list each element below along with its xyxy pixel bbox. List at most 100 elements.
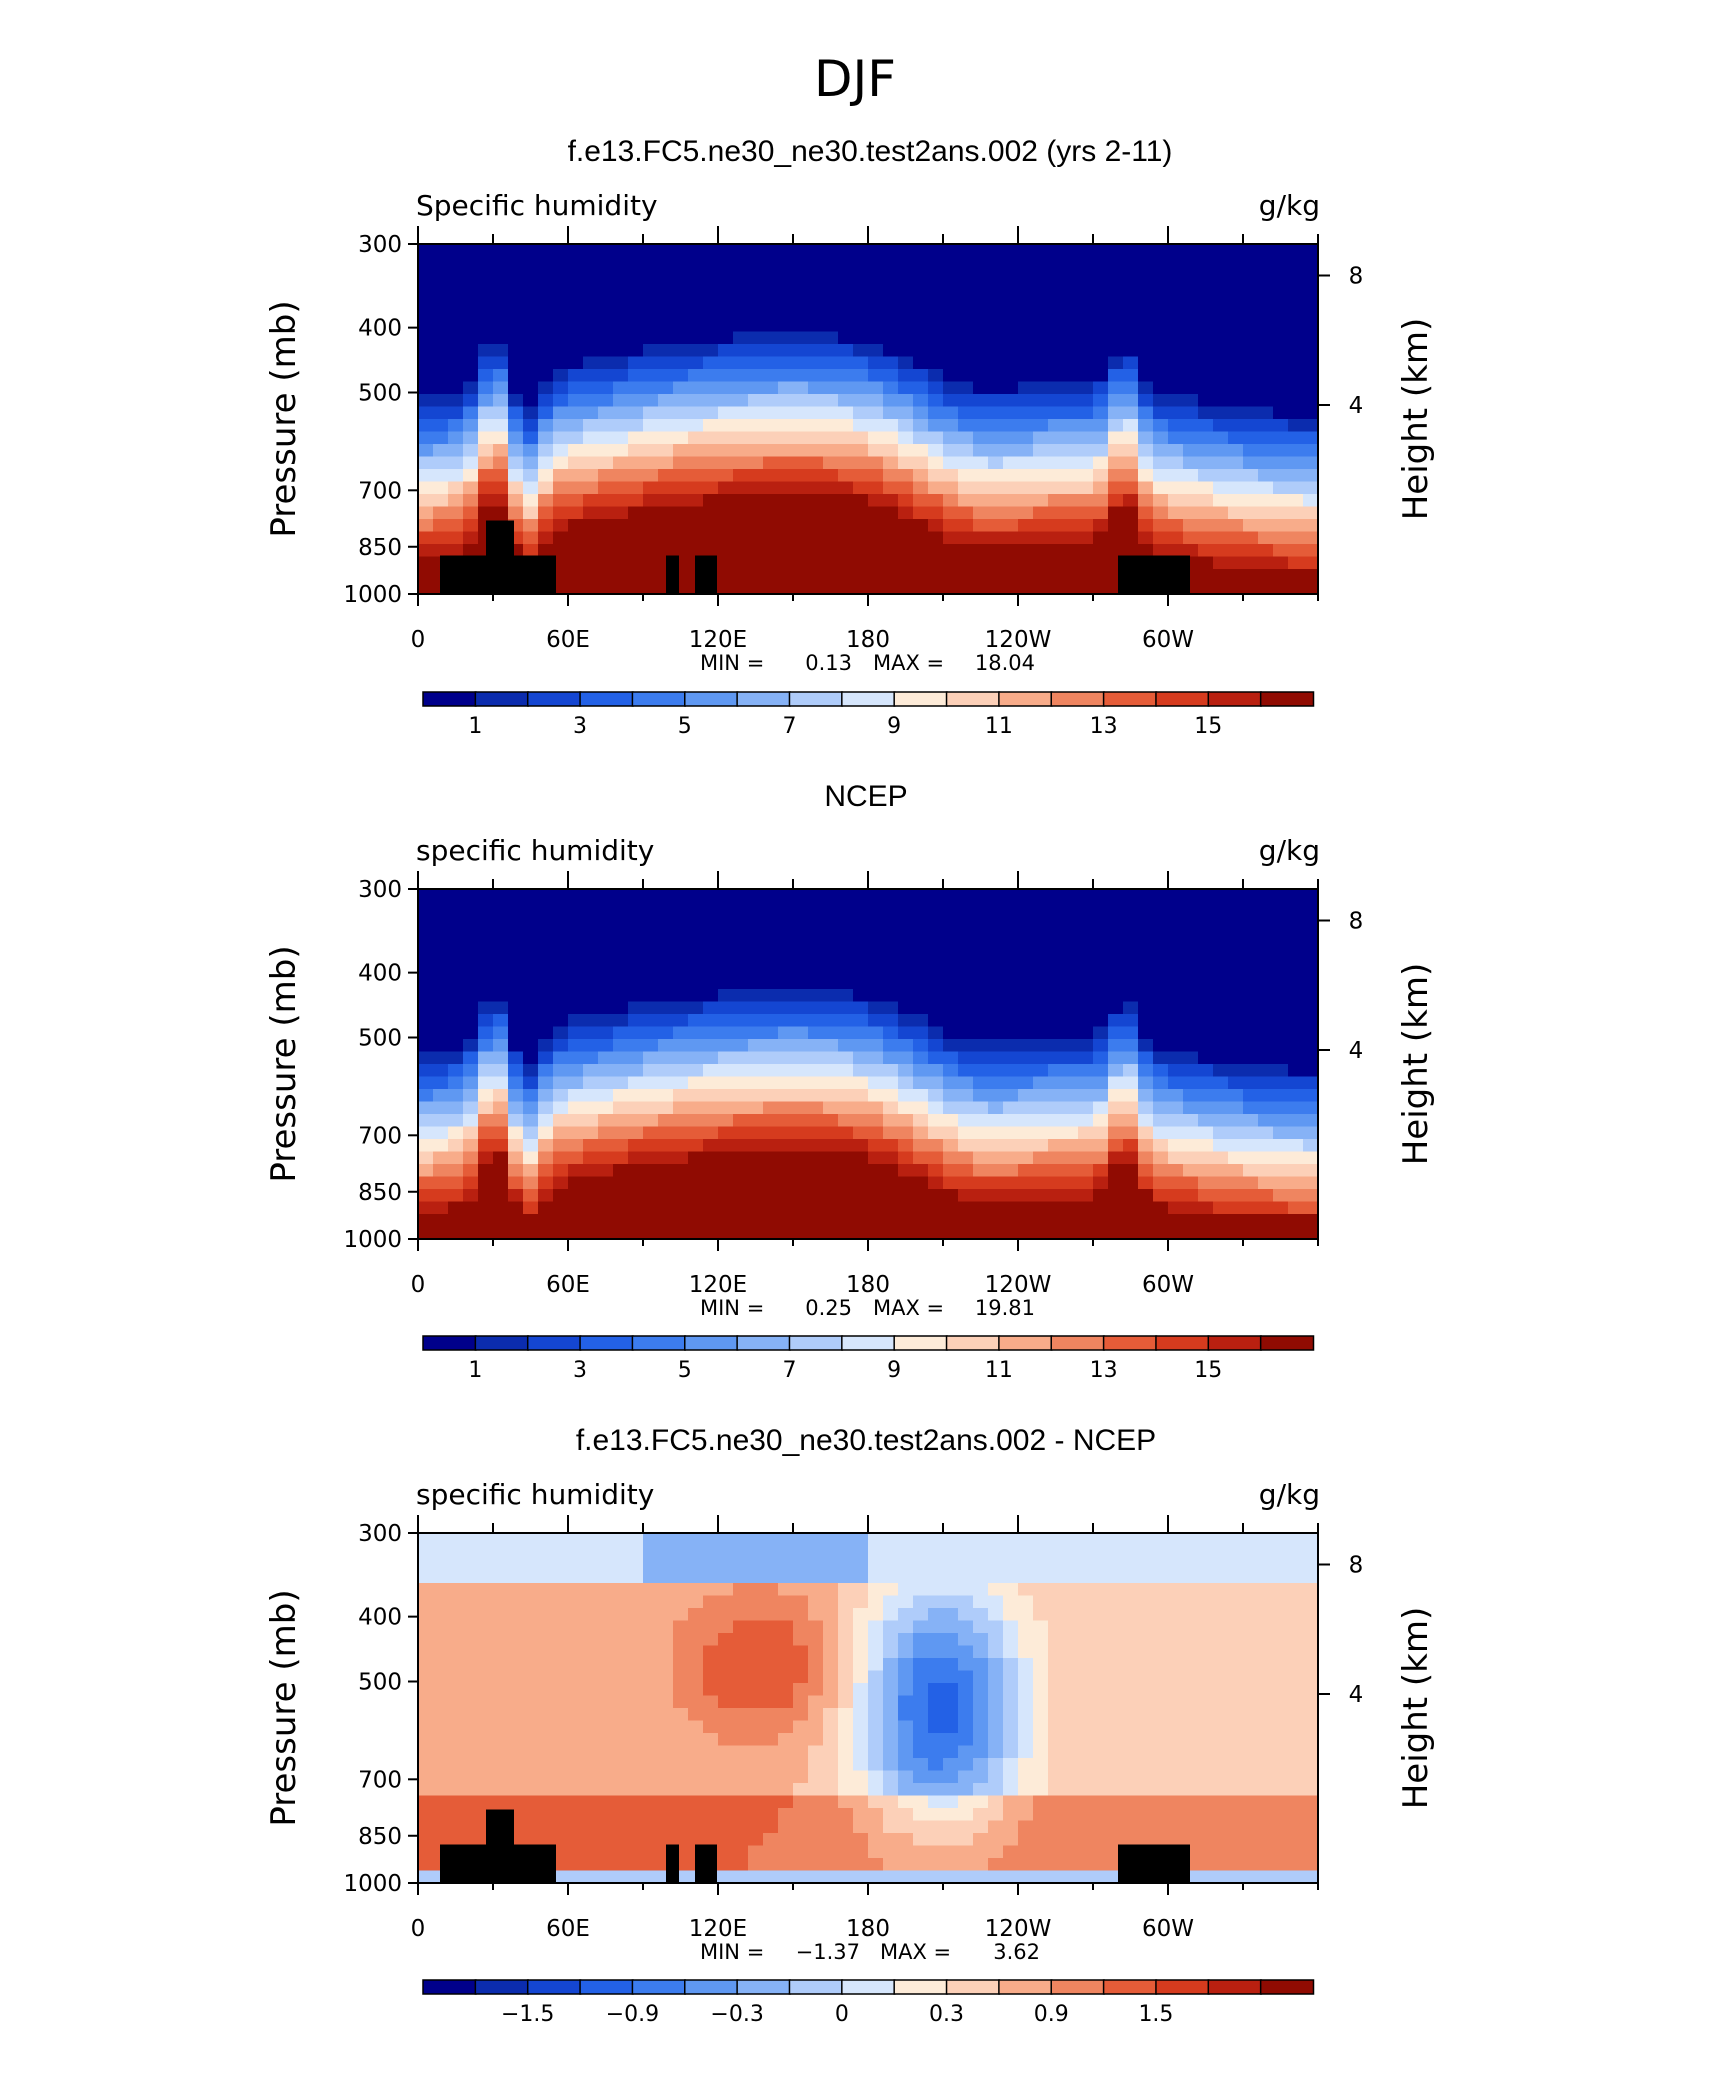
field-cell [808,406,824,420]
field-cell [763,1558,779,1572]
field-cell [643,1770,659,1784]
field-cell [913,531,929,545]
field-cell [1063,1783,1079,1797]
field-cell [748,1214,764,1228]
field-cell [1018,1683,1034,1697]
field-cell [1153,244,1169,258]
field-cell [1288,519,1304,533]
field-cell [688,1745,704,1759]
field-cell [688,281,704,295]
field-cell [973,294,989,308]
field-cell [1198,294,1214,308]
field-cell [838,569,854,583]
field-cell [703,1101,719,1115]
field-cell [1228,456,1244,470]
field-cell [1018,1545,1034,1559]
field-cell [748,1608,764,1622]
field-cell [1198,939,1214,953]
field-cell [628,1833,644,1847]
field-cell [553,1001,569,1015]
field-cell [463,976,479,990]
field-cell [673,306,689,320]
field-cell [448,356,464,370]
field-cell [913,1745,929,1759]
y-tick-label: 400 [358,316,402,342]
field-cell [928,244,944,258]
field-cell [718,331,734,345]
field-cell [688,1633,704,1647]
field-cell [538,331,554,345]
field-cell [823,1089,839,1103]
field-cell [763,1014,779,1028]
field-cell [883,1201,899,1215]
field-cell [958,394,974,408]
field-cell [1048,1001,1064,1015]
field-cell [523,269,539,283]
field-cell [763,1645,779,1659]
field-cell [733,1833,749,1847]
field-cell [493,1064,509,1078]
field-cell [658,1795,674,1809]
field-cell [493,1758,509,1772]
field-cell [598,294,614,308]
field-cell [733,519,749,533]
field-cell [628,1533,644,1547]
field-cell [928,519,944,533]
field-cell [1183,344,1199,358]
field-cell [1063,431,1079,445]
field-cell [1003,1695,1019,1709]
field-cell [853,926,869,940]
field-cell [808,1633,824,1647]
field-cell [703,1126,719,1140]
field-cell [418,1583,434,1597]
field-cell [868,889,884,903]
field-cell [853,939,869,953]
field-cell [793,1633,809,1647]
field-cell [478,1126,494,1140]
field-cell [1273,889,1289,903]
field-cell [523,494,539,508]
field-cell [1273,444,1289,458]
field-cell [733,1745,749,1759]
field-cell [1078,1645,1094,1659]
field-cell [1258,406,1274,420]
field-cell [1258,569,1274,583]
field-cell [778,1026,794,1040]
field-cell [553,1870,569,1883]
field-cell [1138,256,1154,270]
field-cell [433,1001,449,1015]
field-cell [973,481,989,495]
field-cell [718,1176,734,1190]
field-cell [1153,1708,1169,1722]
field-cell [988,1795,1004,1809]
field-cell [1003,269,1019,283]
field-cell [973,1708,989,1722]
field-cell [973,269,989,283]
field-cell [688,914,704,928]
field-cell [1033,456,1049,470]
field-cell [598,1695,614,1709]
field-cell [643,244,659,258]
field-cell [508,1795,524,1809]
field-cell [958,281,974,295]
field-cell [1138,1214,1154,1228]
field-cell [988,519,1004,533]
field-cell [628,356,644,370]
field-cell [1168,1089,1184,1103]
field-cell [808,1695,824,1709]
field-cell [1198,901,1214,915]
field-cell [1183,1164,1199,1178]
field-cell [1183,269,1199,283]
field-cell [808,1076,824,1090]
field-cell [703,369,719,383]
field-cell [1213,1214,1229,1228]
field-cell [508,1039,524,1053]
field-cell [988,556,1004,570]
field-cell [688,1064,704,1078]
field-cell [448,344,464,358]
field-cell [718,431,734,445]
field-cell [763,1633,779,1647]
field-cell [808,976,824,990]
field-cell [553,914,569,928]
field-cell [1093,1620,1109,1634]
